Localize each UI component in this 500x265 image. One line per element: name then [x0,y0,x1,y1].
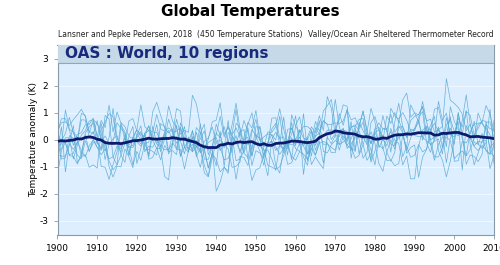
Text: Valley/Ocean Air Sheltered Thermometer Record: Valley/Ocean Air Sheltered Thermometer R… [308,30,494,39]
Y-axis label: Temperature anomaly (K): Temperature anomaly (K) [29,82,38,197]
Text: Lansner and Pepke Pedersen, 2018: Lansner and Pepke Pedersen, 2018 [58,30,192,39]
Bar [58,45,494,63]
Text: OAS : World, 10 regions: OAS : World, 10 regions [66,46,269,61]
Text: Global Temperatures: Global Temperatures [160,4,340,19]
Text: (450 Temperature Stations): (450 Temperature Stations) [197,30,303,39]
